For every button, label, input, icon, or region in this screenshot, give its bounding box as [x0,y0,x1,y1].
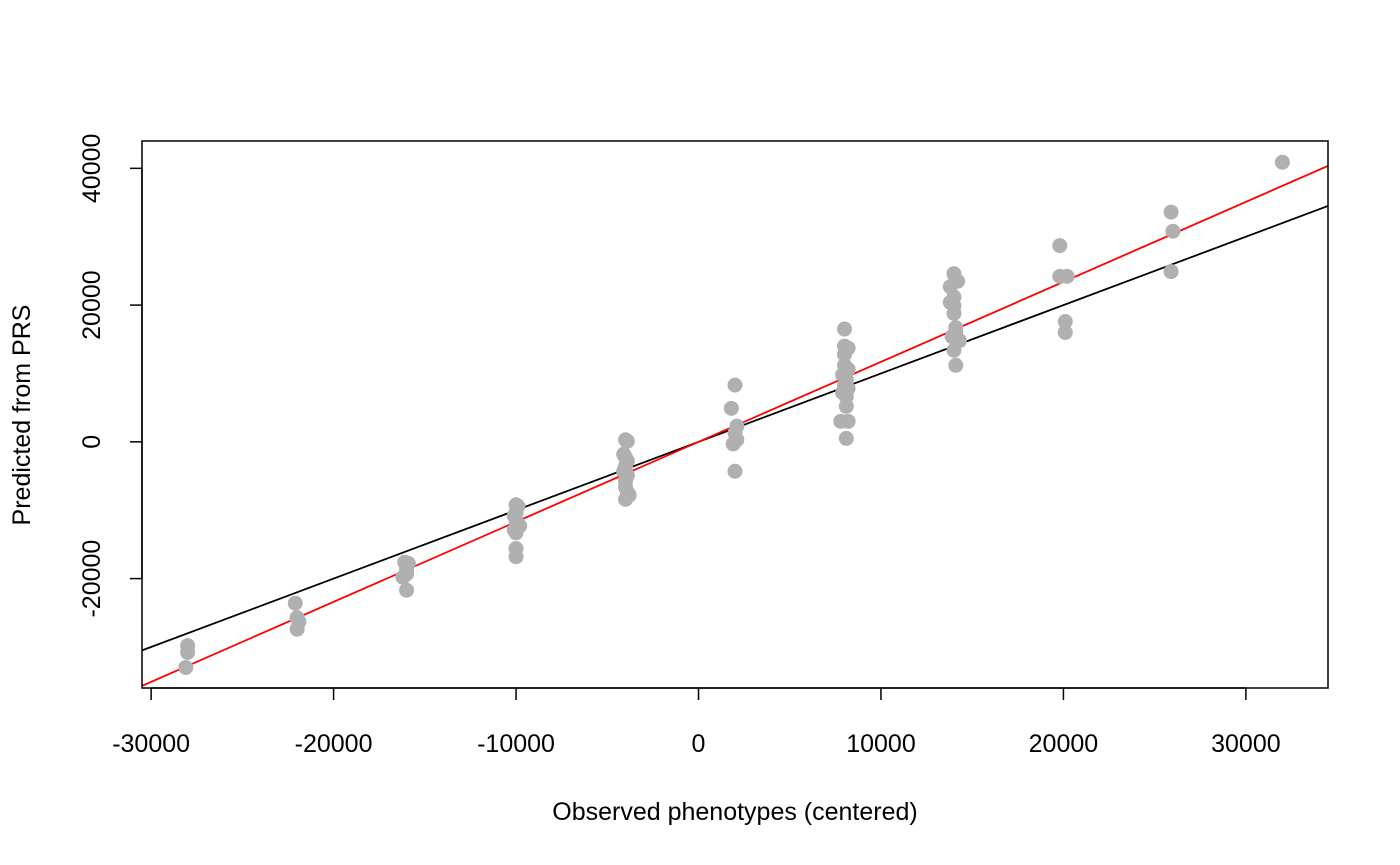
x-tick-label: -30000 [112,730,190,758]
data-point [836,321,852,337]
x-tick-label: 30000 [1211,730,1281,758]
data-point [287,595,303,611]
data-point [1057,314,1073,330]
data-point [727,463,743,479]
x-tick-label: -20000 [295,730,373,758]
y-axis-title: Predicted from PRS [8,305,36,526]
data-point [725,436,741,452]
data-point [1057,324,1073,340]
y-tick-label: 0 [78,435,106,449]
data-point [619,433,635,449]
data-point [508,525,524,541]
y-axis: -20000 0 20000 40000 [78,134,143,618]
data-point [1059,268,1075,284]
y-tick-label: 20000 [78,270,106,340]
data-point [1163,204,1179,220]
x-tick-label: 20000 [1029,730,1099,758]
y-tick-label: 40000 [78,134,106,204]
data-point [180,644,196,660]
data-points [178,154,1290,675]
data-point [289,621,305,637]
data-point [1052,238,1068,254]
y-tick-label: -20000 [78,540,106,618]
data-point [727,377,743,393]
data-point [1165,223,1181,239]
data-point [948,357,964,373]
data-point [1274,154,1290,170]
data-point [723,400,739,416]
data-point [508,549,524,565]
data-point [399,582,415,598]
x-axis-title: Observed phenotypes (centered) [552,798,918,826]
data-point [838,398,854,414]
x-axis: -30000 -20000 -10000 0 10000 20000 30000 [112,687,1281,758]
data-point [838,430,854,446]
data-point [395,569,411,585]
data-point [178,659,194,675]
x-tick-label: -10000 [477,730,555,758]
data-point [1163,264,1179,280]
data-point [946,305,962,321]
data-point [946,342,962,358]
x-tick-label: 10000 [846,730,916,758]
x-tick-label: 0 [692,730,706,758]
data-point [836,346,852,362]
data-point [618,491,634,507]
data-point [840,413,856,429]
